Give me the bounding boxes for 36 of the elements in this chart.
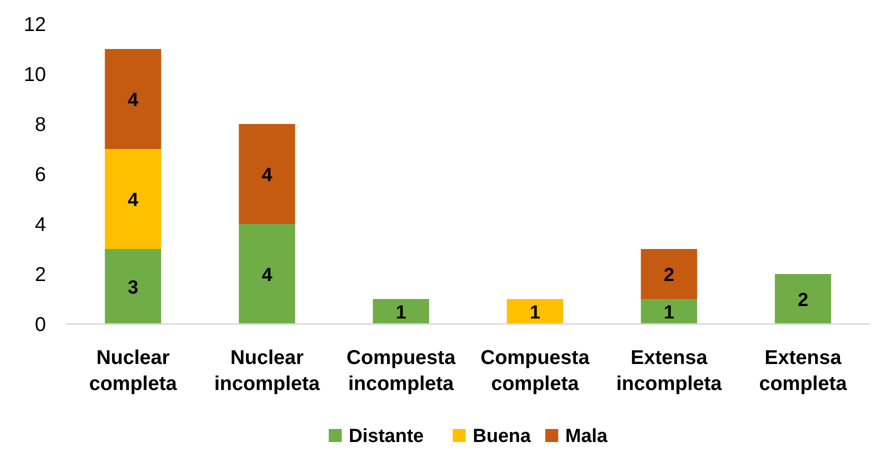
x-tick-label: Compuesta incompleta [346,347,456,395]
data-label: 4 [262,265,273,286]
bar [238,224,296,324]
y-tick-label: 8 [34,114,46,136]
legend-label: Buena [472,426,532,447]
data-label: 4 [128,90,139,111]
y-tick-label: 0 [34,314,46,336]
y-tick-label: 4 [34,214,46,236]
x-tick-label: Nuclear completa [89,347,178,395]
data-label: 4 [262,165,273,186]
y-tick-label: 10 [24,64,46,86]
x-tick-label: Extensa completa [759,347,848,395]
bar [774,274,832,324]
data-label: 4 [128,190,139,211]
data-label: 2 [664,265,674,286]
data-label: 3 [128,278,138,298]
bar [104,249,162,324]
bar [104,149,162,249]
y-tick-label: 6 [34,164,46,186]
x-tick-label: Compuesta completa [480,347,590,395]
x-tick-label: Nuclear incompleta [214,347,321,395]
bar [372,299,430,324]
data-label: 1 [396,302,407,324]
x-tick-label: Extensa incompleta [616,347,723,395]
bar [640,299,698,324]
legend-label: Mala [565,426,608,447]
legend-label: Distante [348,426,424,447]
y-tick-label: 2 [34,264,46,286]
data-label: 2 [798,290,808,311]
bar [640,249,698,299]
bar [104,49,162,149]
bar [506,299,564,324]
data-label: 1 [530,302,541,324]
bar [238,124,296,224]
y-tick-label: 12 [24,14,46,36]
data-label: 1 [664,302,675,324]
